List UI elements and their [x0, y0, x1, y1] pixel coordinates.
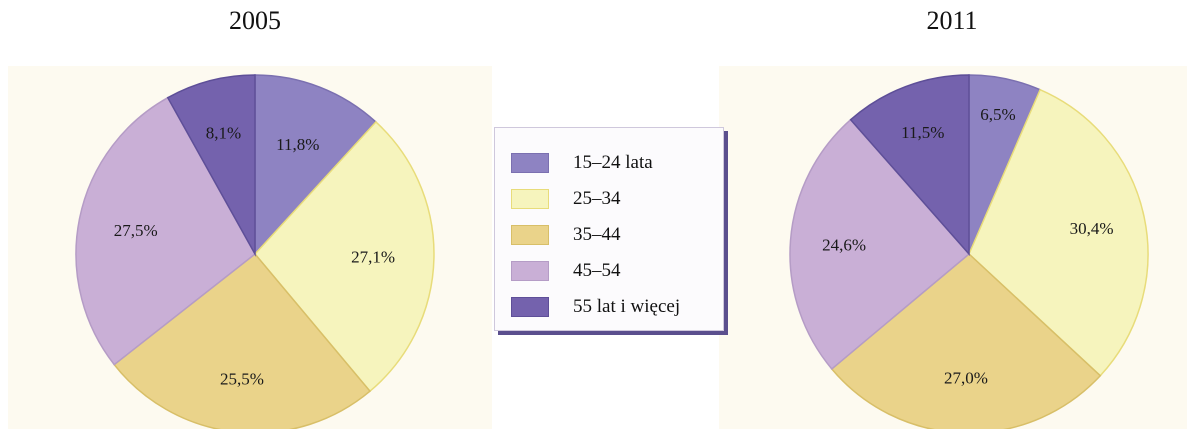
legend-item-55-plus: 55 lat i więcej	[511, 294, 680, 320]
pie-2011-label-15-24: 6,5%	[980, 105, 1015, 124]
pie-2011-slice-45-54	[789, 118, 971, 371]
legend-label-35-44: 35–44	[573, 224, 621, 245]
pie-2005-slice-35-44	[113, 252, 372, 429]
pie-2005-label-35-44: 25,5%	[220, 370, 264, 389]
pie-2011-slice-25-34	[968, 88, 1149, 377]
legend-swatch-45-54	[511, 261, 549, 281]
legend-label-15-24: 15–24 lata	[573, 152, 653, 173]
pie-2011-label-55-plus: 11,5%	[901, 123, 944, 142]
chart-title-2005: 2005	[229, 6, 281, 35]
pie-2005-label-25-34: 27,1%	[351, 248, 395, 267]
chart-title-2011: 2011	[926, 6, 978, 35]
legend-label-25-34: 25–34	[573, 188, 621, 209]
pie-2005-slice-55-plus	[166, 74, 256, 257]
legend-label-55-plus: 55 lat i więcej	[573, 296, 681, 317]
legend-swatch-15-24	[511, 153, 549, 173]
pie-panel-2005: 11,8% 27,1% 25,5% 27,5% 8,1%	[8, 66, 492, 429]
legend-swatch-35-44	[511, 225, 549, 245]
legend-item-15-24: 15–24 lata	[511, 150, 653, 176]
pie-chart-2005: 11,8% 27,1% 25,5% 27,5% 8,1%	[75, 74, 435, 429]
legend-swatch-25-34	[511, 189, 549, 209]
pie-2005-label-15-24: 11,8%	[276, 135, 319, 154]
pie-2011-label-35-44: 27,0%	[944, 369, 988, 388]
pie-panel-2011: 6,5% 30,4% 27,0% 24,6% 11,5%	[719, 66, 1187, 429]
pie-2005-slice-25-34	[254, 120, 435, 393]
pie-2005-label-55-plus: 8,1%	[206, 124, 241, 143]
pie-2005-slice-45-54	[75, 96, 256, 366]
legend-label-45-54: 45–54	[573, 260, 621, 281]
pie-2011-slice-55-plus	[849, 74, 970, 256]
pie-chart-2011: 6,5% 30,4% 27,0% 24,6% 11,5%	[789, 74, 1149, 429]
pie-2005-label-45-54: 27,5%	[114, 221, 158, 240]
legend-swatch-55-plus	[511, 297, 549, 317]
pie-2005-slice-15-24	[254, 74, 377, 256]
legend-item-35-44: 35–44	[511, 222, 621, 248]
pie-2011-slice-35-44	[830, 253, 1102, 429]
legend: 15–24 lata 25–34 35–44 45–54 55 lat i wi…	[494, 127, 724, 331]
pie-2011-label-25-34: 30,4%	[1070, 219, 1114, 238]
legend-item-45-54: 45–54	[511, 258, 621, 284]
pie-2011-label-45-54: 24,6%	[822, 236, 866, 255]
legend-item-25-34: 25–34	[511, 186, 621, 212]
